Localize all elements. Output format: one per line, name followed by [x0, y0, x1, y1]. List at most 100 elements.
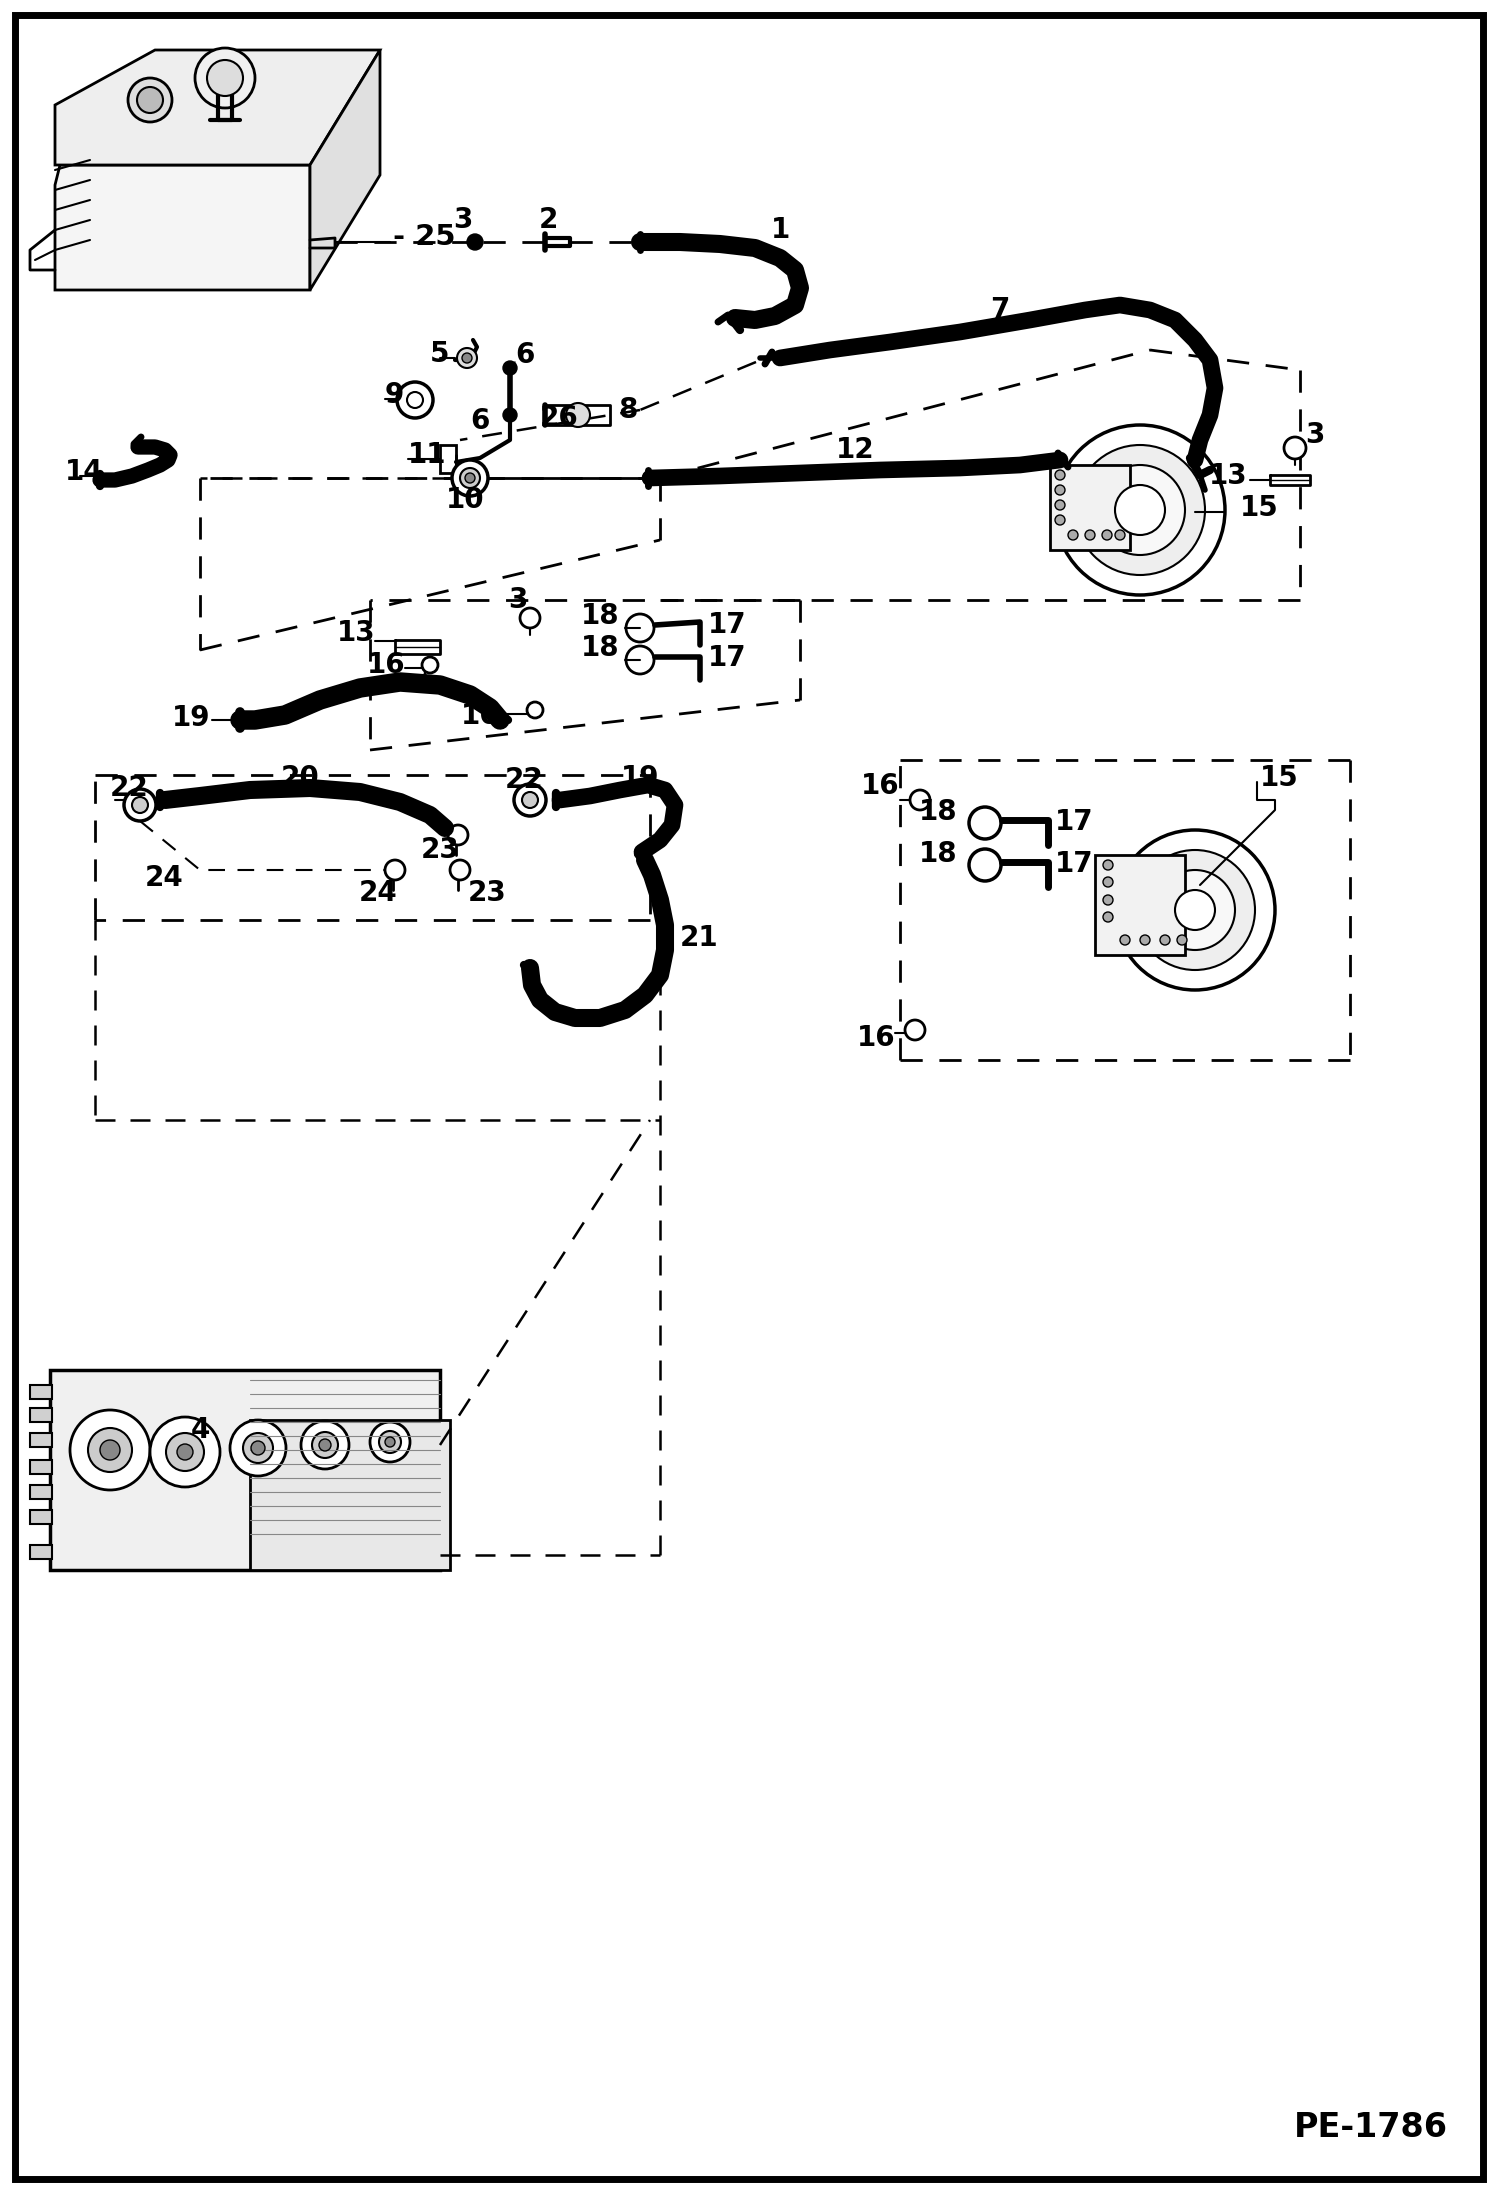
Polygon shape: [55, 165, 310, 290]
Circle shape: [1121, 935, 1129, 946]
Text: 4: 4: [190, 1415, 210, 1444]
Circle shape: [127, 79, 172, 123]
Bar: [1095, 856, 1185, 954]
Text: 18: 18: [581, 634, 620, 663]
Circle shape: [1055, 426, 1225, 595]
Text: 10: 10: [446, 487, 484, 513]
Circle shape: [461, 353, 472, 362]
Bar: [49, 1369, 440, 1571]
Text: 19: 19: [171, 704, 210, 733]
Text: 6: 6: [470, 408, 490, 434]
Text: 17: 17: [1055, 849, 1094, 878]
Circle shape: [1140, 935, 1150, 946]
Circle shape: [100, 1439, 120, 1459]
Bar: [30, 1509, 52, 1525]
Circle shape: [1055, 485, 1065, 496]
Text: 15: 15: [1260, 764, 1299, 792]
Text: 18: 18: [581, 601, 620, 630]
Circle shape: [457, 349, 476, 369]
Circle shape: [1068, 531, 1079, 540]
Circle shape: [521, 792, 538, 807]
Circle shape: [1284, 437, 1306, 459]
Bar: [1050, 465, 1129, 551]
Circle shape: [1159, 935, 1170, 946]
Circle shape: [166, 1433, 204, 1470]
Circle shape: [1095, 465, 1185, 555]
Circle shape: [452, 461, 488, 496]
Circle shape: [319, 1439, 331, 1450]
Circle shape: [231, 1420, 286, 1477]
Circle shape: [969, 807, 1001, 838]
Circle shape: [520, 608, 539, 627]
Circle shape: [1155, 871, 1234, 950]
Circle shape: [626, 645, 655, 674]
Bar: [30, 1459, 52, 1474]
Text: 13: 13: [1209, 463, 1248, 489]
Polygon shape: [55, 50, 380, 165]
Text: 3: 3: [1305, 421, 1324, 450]
Text: 18: 18: [920, 840, 959, 869]
Text: - 25: - 25: [392, 224, 455, 250]
Bar: [30, 1433, 52, 1448]
Text: 1: 1: [770, 215, 789, 244]
Text: 24: 24: [358, 880, 397, 906]
Text: 20: 20: [280, 764, 319, 792]
Bar: [30, 1485, 52, 1499]
Text: 16: 16: [861, 772, 900, 801]
Circle shape: [177, 1444, 193, 1459]
Circle shape: [379, 1430, 401, 1452]
Circle shape: [1103, 878, 1113, 886]
Circle shape: [449, 860, 470, 880]
Circle shape: [467, 235, 482, 250]
Text: 24: 24: [145, 864, 184, 893]
Circle shape: [503, 362, 517, 375]
Circle shape: [243, 1433, 273, 1463]
Circle shape: [1174, 891, 1215, 930]
Bar: [30, 1545, 52, 1560]
Circle shape: [397, 382, 433, 419]
Circle shape: [370, 1422, 410, 1461]
Circle shape: [88, 1428, 132, 1472]
Text: 17: 17: [709, 645, 746, 671]
Circle shape: [136, 88, 163, 114]
Circle shape: [150, 1417, 220, 1488]
Circle shape: [527, 702, 542, 717]
Circle shape: [969, 849, 1001, 882]
Text: 22: 22: [109, 774, 148, 803]
Circle shape: [1103, 531, 1112, 540]
Circle shape: [905, 1020, 924, 1040]
Text: 3: 3: [508, 586, 527, 614]
Bar: [30, 1409, 52, 1422]
Circle shape: [626, 614, 655, 643]
Text: 8: 8: [619, 395, 637, 423]
Circle shape: [460, 467, 479, 487]
Bar: [250, 1420, 449, 1571]
Circle shape: [207, 59, 243, 97]
Circle shape: [252, 1441, 265, 1455]
Circle shape: [1055, 500, 1065, 509]
Text: 7: 7: [990, 296, 1010, 325]
Text: 3: 3: [454, 206, 473, 235]
Text: 26: 26: [539, 404, 578, 432]
Circle shape: [566, 404, 590, 428]
Circle shape: [132, 796, 148, 814]
Circle shape: [301, 1422, 349, 1470]
Circle shape: [1115, 829, 1275, 989]
Text: 14: 14: [64, 459, 103, 487]
Circle shape: [909, 790, 930, 810]
Text: 17: 17: [1055, 807, 1094, 836]
Polygon shape: [310, 50, 380, 290]
Circle shape: [1135, 849, 1255, 970]
Text: 23: 23: [467, 880, 506, 906]
Circle shape: [312, 1433, 339, 1459]
Circle shape: [1103, 895, 1113, 904]
Text: 15: 15: [1240, 494, 1279, 522]
Circle shape: [407, 393, 422, 408]
Text: 11: 11: [407, 441, 446, 470]
Text: 16: 16: [461, 702, 500, 731]
Circle shape: [124, 790, 156, 821]
Text: 5: 5: [430, 340, 449, 369]
Circle shape: [1055, 470, 1065, 480]
Text: 13: 13: [337, 619, 374, 647]
Circle shape: [1115, 531, 1125, 540]
